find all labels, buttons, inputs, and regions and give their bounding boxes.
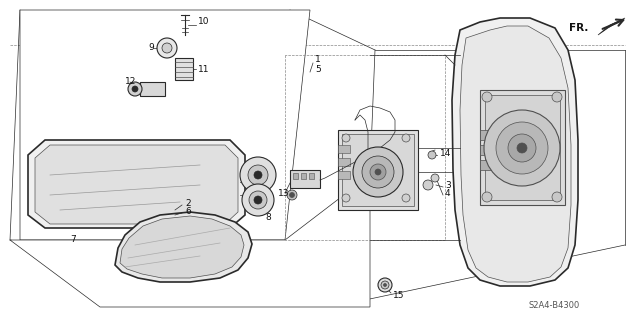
Polygon shape (120, 216, 244, 278)
Text: 15: 15 (393, 291, 404, 300)
Circle shape (496, 122, 548, 174)
Bar (140, 82, 165, 96)
Text: 1: 1 (315, 56, 321, 64)
Circle shape (240, 157, 276, 193)
Text: 14: 14 (440, 149, 451, 158)
Text: 7: 7 (70, 235, 76, 244)
Bar (480, 145, 498, 155)
Polygon shape (115, 212, 252, 282)
Text: 3: 3 (445, 182, 451, 190)
Polygon shape (28, 140, 245, 228)
Circle shape (375, 169, 381, 175)
Bar (338, 171, 350, 179)
Circle shape (381, 281, 389, 289)
Circle shape (132, 86, 138, 92)
Circle shape (508, 134, 536, 162)
Text: 6: 6 (185, 207, 191, 217)
Circle shape (423, 180, 433, 190)
Bar (293, 173, 298, 179)
Circle shape (353, 147, 403, 197)
Bar (338, 158, 350, 166)
Bar (485, 95, 560, 200)
Circle shape (402, 134, 410, 142)
Circle shape (248, 165, 268, 185)
Bar (309, 173, 314, 179)
Polygon shape (20, 10, 310, 240)
Circle shape (552, 92, 562, 102)
Text: 8: 8 (265, 213, 271, 222)
Circle shape (402, 194, 410, 202)
Circle shape (383, 284, 387, 286)
Text: 12: 12 (125, 78, 136, 86)
Polygon shape (460, 26, 571, 282)
Circle shape (249, 191, 267, 209)
Polygon shape (452, 18, 578, 286)
Circle shape (254, 171, 262, 179)
Text: 11: 11 (198, 64, 209, 73)
Polygon shape (598, 18, 625, 35)
Polygon shape (10, 175, 370, 307)
Bar (338, 130, 418, 210)
Text: 4: 4 (445, 189, 451, 198)
Text: 10: 10 (198, 18, 209, 26)
Circle shape (254, 196, 262, 204)
Circle shape (157, 38, 177, 58)
Circle shape (482, 92, 492, 102)
Bar (301, 173, 306, 179)
Circle shape (128, 82, 142, 96)
Circle shape (482, 192, 492, 202)
Circle shape (242, 184, 274, 216)
Circle shape (370, 164, 386, 180)
Circle shape (289, 192, 294, 197)
Bar (480, 130, 498, 140)
Bar (342, 134, 414, 206)
Circle shape (287, 190, 297, 200)
Circle shape (428, 151, 436, 159)
Text: S2A4-B4300: S2A4-B4300 (529, 300, 580, 309)
Circle shape (378, 278, 392, 292)
Circle shape (362, 156, 394, 188)
Bar (480, 160, 498, 170)
Text: 9: 9 (148, 43, 154, 53)
Text: FR.: FR. (568, 23, 588, 33)
Polygon shape (35, 145, 238, 224)
Bar (175, 58, 193, 80)
Text: 5: 5 (315, 65, 321, 75)
Circle shape (342, 194, 350, 202)
Circle shape (552, 192, 562, 202)
Bar (480, 90, 565, 205)
Text: 2: 2 (185, 198, 191, 207)
Circle shape (342, 134, 350, 142)
Circle shape (431, 174, 439, 182)
Circle shape (484, 110, 560, 186)
Bar (290, 170, 320, 188)
Text: 13: 13 (278, 189, 289, 197)
Bar (338, 145, 350, 153)
Circle shape (162, 43, 172, 53)
Circle shape (517, 143, 527, 153)
